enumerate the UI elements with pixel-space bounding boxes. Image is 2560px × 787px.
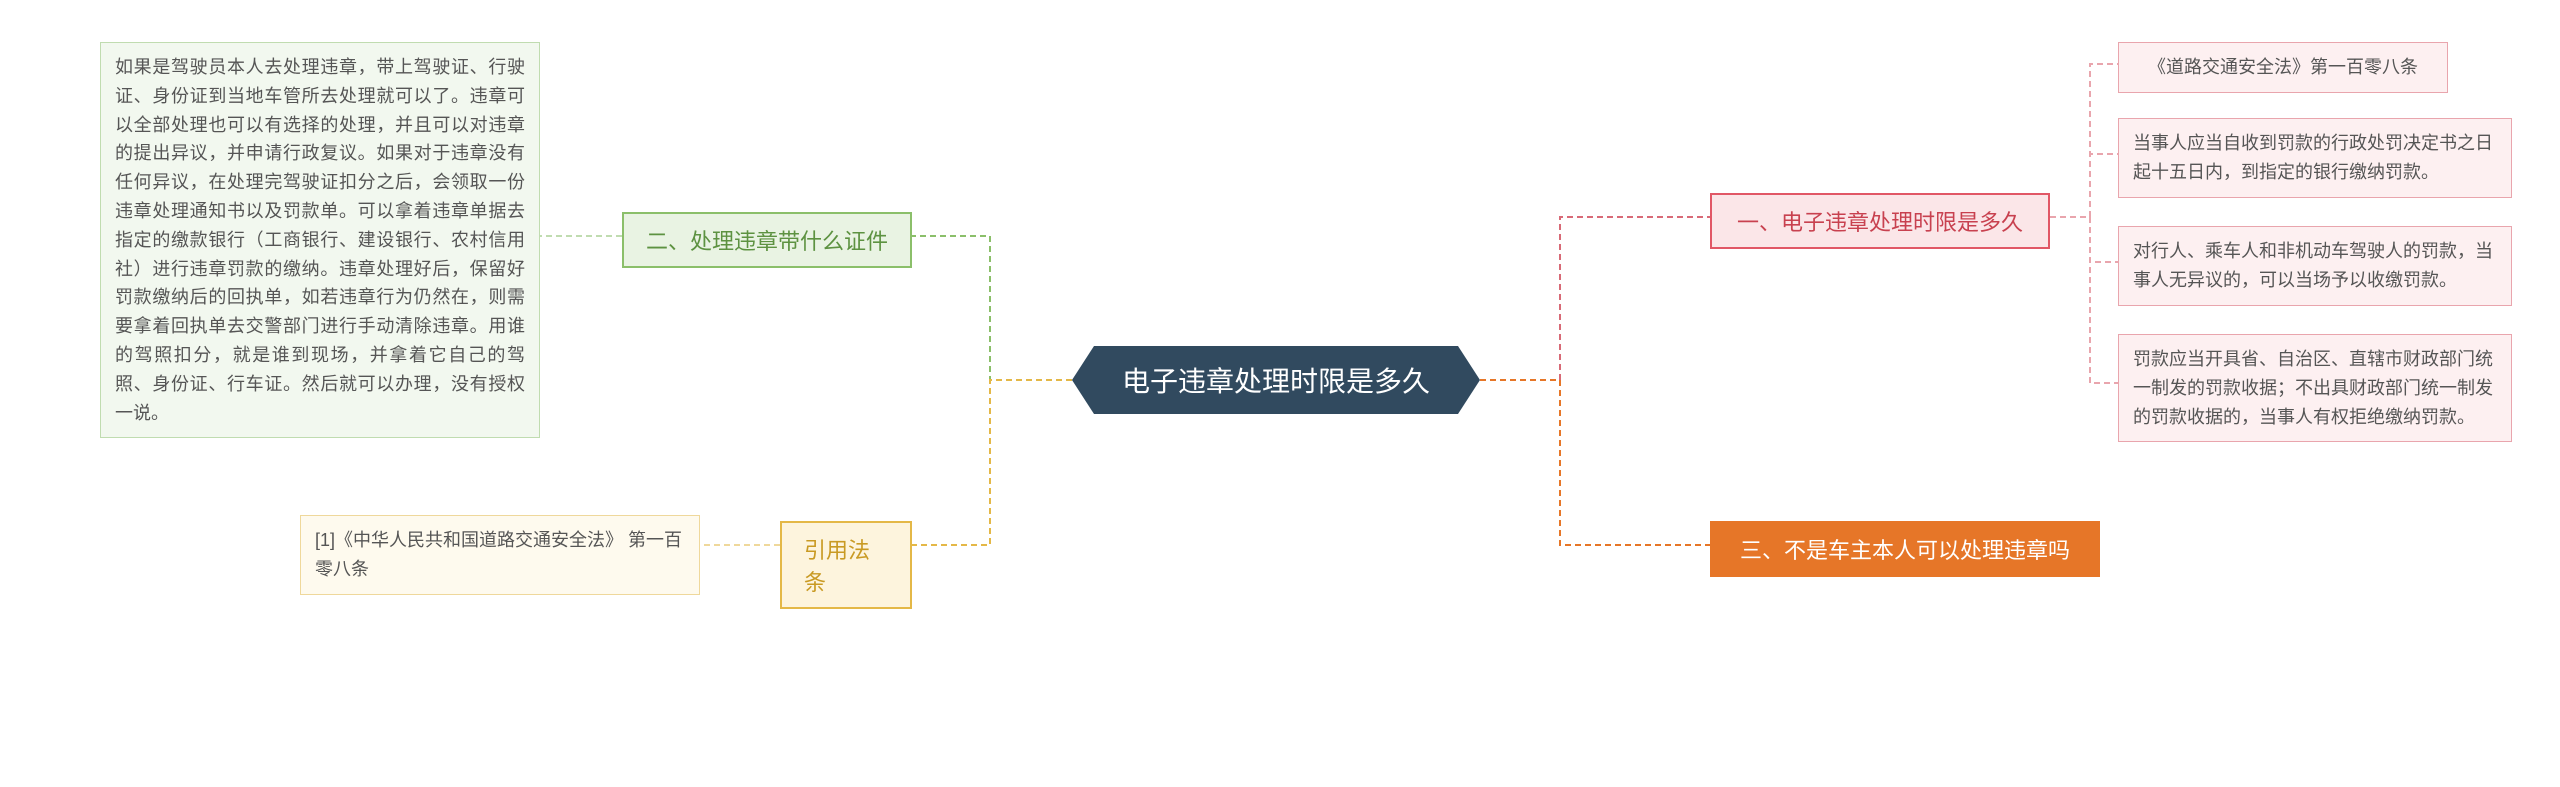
leaf-1b-text: 当事人应当自收到罚款的行政处罚决定书之日起十五日内，到指定的银行缴纳罚款。 (2133, 129, 2497, 187)
center-label: 电子违章处理时限是多久 (1122, 360, 1430, 400)
leaf-1b: 当事人应当自收到罚款的行政处罚决定书之日起十五日内，到指定的银行缴纳罚款。 (2118, 118, 2512, 198)
leaf-2a-text: 如果是驾驶员本人去处理违章，带上驾驶证、行驶证、身份证到当地车管所去处理就可以了… (115, 53, 525, 427)
leaf-1c: 对行人、乘车人和非机动车驾驶人的罚款，当事人无异议的，可以当场予以收缴罚款。 (2118, 226, 2512, 306)
leaf-4a-text: [1]《中华人民共和国道路交通安全法》 第一百零八条 (315, 526, 685, 584)
leaf-1c-text: 对行人、乘车人和非机动车驾驶人的罚款，当事人无异议的，可以当场予以收缴罚款。 (2133, 237, 2497, 295)
leaf-1d: 罚款应当开具省、自治区、直辖市财政部门统一制发的罚款收据；不出具财政部门统一制发… (2118, 334, 2512, 442)
branch-2-label: 二、处理违章带什么证件 (646, 224, 888, 256)
branch-4: 引用法条 (780, 521, 912, 609)
branch-1-label: 一、电子违章处理时限是多久 (1737, 205, 2023, 237)
leaf-2a: 如果是驾驶员本人去处理违章，带上驾驶证、行驶证、身份证到当地车管所去处理就可以了… (100, 42, 540, 438)
branch-2: 二、处理违章带什么证件 (622, 212, 912, 268)
center-node: 电子违章处理时限是多久 (1072, 346, 1480, 414)
leaf-1a: 《道路交通安全法》第一百零八条 (2118, 42, 2448, 93)
leaf-4a: [1]《中华人民共和国道路交通安全法》 第一百零八条 (300, 515, 700, 595)
branch-1: 一、电子违章处理时限是多久 (1710, 193, 2050, 249)
leaf-1d-text: 罚款应当开具省、自治区、直辖市财政部门统一制发的罚款收据；不出具财政部门统一制发… (2133, 345, 2497, 431)
leaf-1a-text: 《道路交通安全法》第一百零八条 (2148, 53, 2418, 82)
branch-3-label: 三、不是车主本人可以处理违章吗 (1740, 533, 2070, 565)
branch-3: 三、不是车主本人可以处理违章吗 (1710, 521, 2100, 577)
branch-4-label: 引用法条 (804, 533, 888, 597)
